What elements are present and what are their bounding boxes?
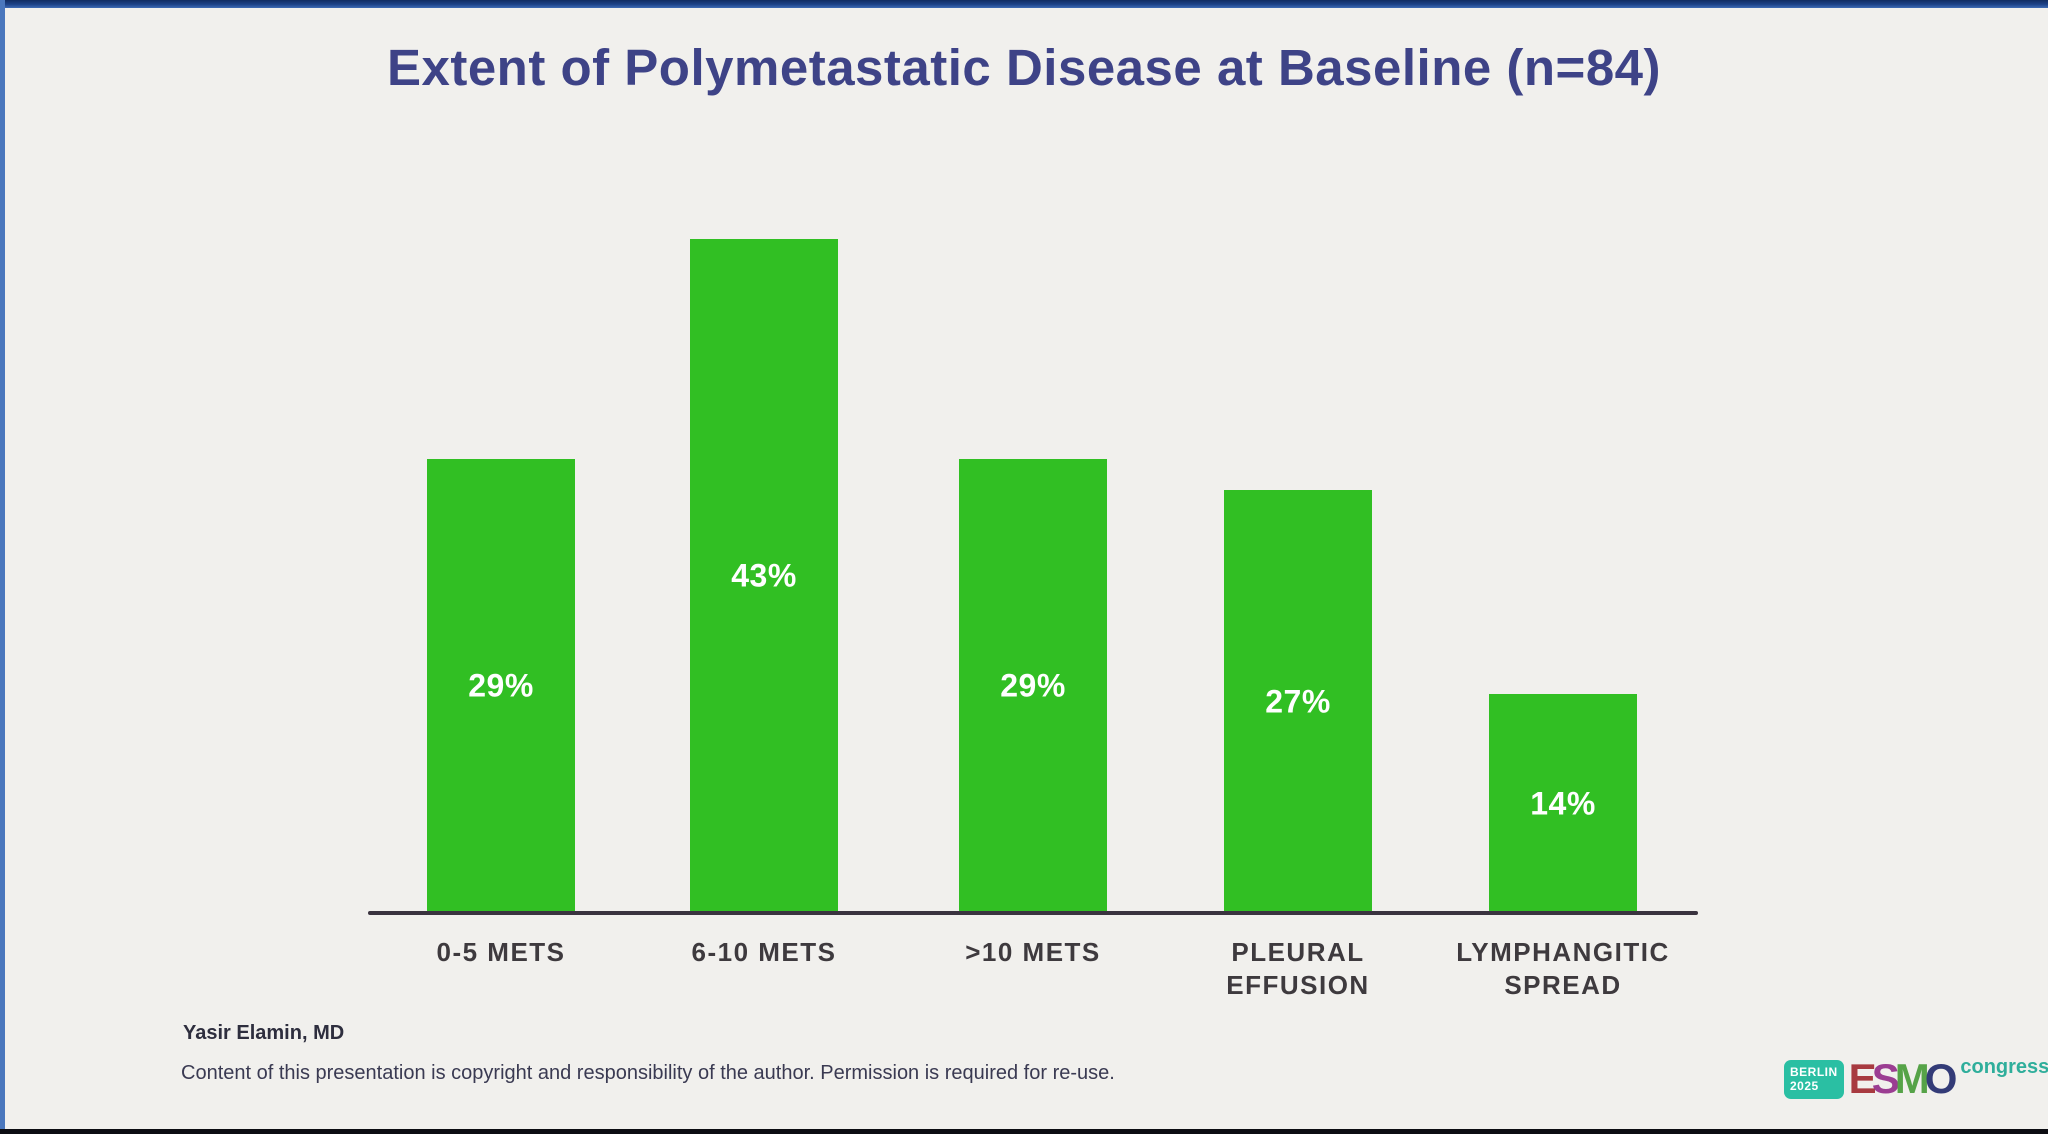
esmo-badge: BERLIN 2025 xyxy=(1784,1060,1844,1099)
category-label-gt10-mets: >10 METS xyxy=(965,937,1101,967)
esmo-letter-m: M xyxy=(1894,1055,1930,1102)
esmo-letter-o: O xyxy=(1924,1055,1958,1102)
copyright-notice: Content of this presentation is copyrigh… xyxy=(181,1062,1115,1084)
x-axis-line xyxy=(368,911,1698,915)
bar-lymphangitic-spread: 14% xyxy=(1489,694,1637,913)
esmo-congress-text: congress xyxy=(1960,1056,2048,1078)
bar-value-label-0-5-mets: 29% xyxy=(468,667,534,704)
category-label-lymphangitic-spread: LYMPHANGITIC SPREAD xyxy=(1456,937,1670,1000)
esmo-congress-logo: BERLIN 2025 E S M O congress xyxy=(1784,1052,2048,1100)
category-label-pleural-effusion: PLEURAL EFFUSION xyxy=(1226,937,1370,1000)
bottom-border xyxy=(0,1129,2048,1134)
category-label-0-5-mets: 0-5 METS xyxy=(436,937,566,967)
left-border xyxy=(0,0,5,1134)
bar-gt10-mets: 29% xyxy=(959,459,1107,913)
esmo-letter-s: S xyxy=(1871,1055,1900,1102)
bar-0-5-mets: 29% xyxy=(427,459,575,913)
esmo-wordmark: E S M O xyxy=(1848,1055,1958,1102)
esmo-letter-e: E xyxy=(1848,1055,1877,1102)
bar-pleural-effusion: 27% xyxy=(1224,490,1372,913)
chart-title: Extent of Polymetastatic Disease at Base… xyxy=(386,39,1662,96)
bar-value-label-lymphangitic-spread: 14% xyxy=(1530,785,1596,821)
author-name: Yasir Elamin, MD xyxy=(183,1022,345,1044)
bar-value-label-gt10-mets: 29% xyxy=(1000,667,1066,704)
bar-6-10-mets: 43% xyxy=(690,239,838,913)
bar-value-label-6-10-mets: 43% xyxy=(731,557,797,594)
category-label-6-10-mets: 6-10 METS xyxy=(691,937,837,967)
bar-value-label-pleural-effusion: 27% xyxy=(1265,683,1331,719)
top-border xyxy=(0,0,2048,8)
